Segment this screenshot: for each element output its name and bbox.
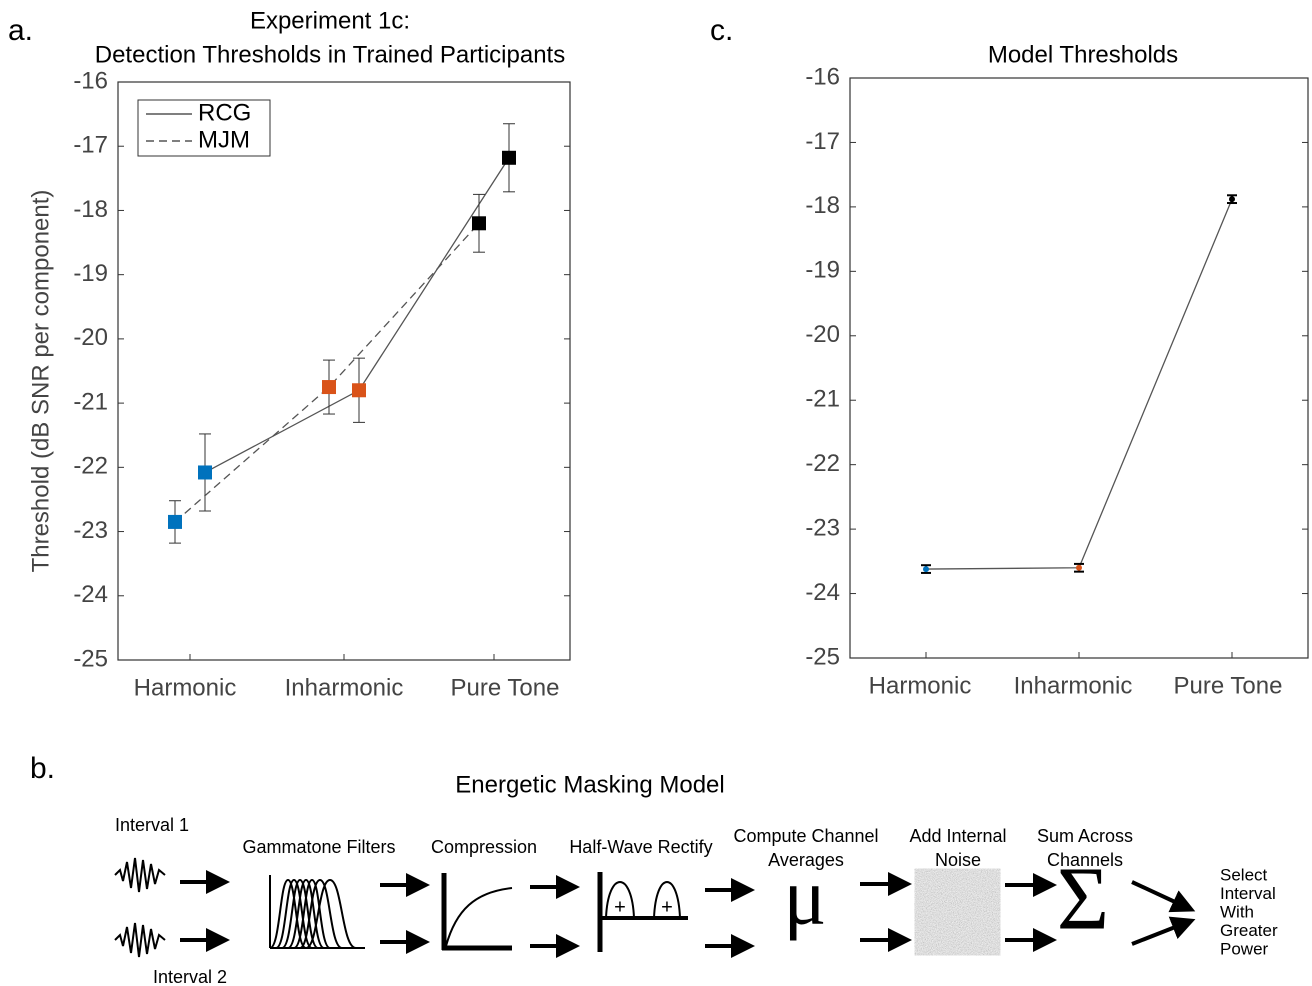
stage-label: Gammatone Filters bbox=[242, 837, 395, 857]
y-tick-label: -23 bbox=[73, 517, 108, 544]
marker bbox=[198, 465, 212, 480]
chart-title: Detection Thresholds in Trained Particip… bbox=[95, 41, 565, 68]
y-tick-label: -17 bbox=[805, 128, 840, 155]
y-tick-label: -22 bbox=[805, 450, 840, 477]
y-tick-label: -21 bbox=[73, 388, 108, 415]
marker bbox=[352, 383, 366, 398]
arrows bbox=[180, 870, 1196, 958]
stage-label: Add Internal bbox=[909, 826, 1006, 846]
stage-label: Averages bbox=[768, 850, 844, 870]
y-tick-label: -21 bbox=[805, 386, 840, 413]
input-label: Interval 1 bbox=[115, 815, 189, 835]
y-tick-label: -16 bbox=[73, 67, 108, 94]
marker bbox=[923, 566, 929, 573]
y-tick-label: -20 bbox=[805, 321, 840, 348]
stage-label: Channels bbox=[1047, 850, 1123, 870]
output-label: Greater bbox=[1220, 921, 1278, 940]
marker bbox=[1076, 564, 1082, 571]
panel-label: a. bbox=[8, 14, 33, 47]
y-tick-label: -17 bbox=[73, 132, 108, 159]
y-tick-label: -25 bbox=[73, 645, 108, 672]
output-label: Interval bbox=[1220, 884, 1276, 903]
y-tick-label: -18 bbox=[805, 192, 840, 219]
rectify-icon bbox=[597, 872, 688, 952]
stage-label: Sum Across bbox=[1037, 826, 1133, 846]
panel-label: c. bbox=[710, 14, 733, 47]
noise-icon bbox=[922, 876, 993, 948]
series-line bbox=[204, 157, 510, 474]
plus-sign: + bbox=[614, 896, 626, 918]
legend-label: MJM bbox=[198, 126, 250, 153]
waveform bbox=[114, 857, 166, 893]
x-tick-label: Harmonic bbox=[869, 672, 972, 699]
y-tick-label: -16 bbox=[805, 63, 840, 90]
marker bbox=[472, 216, 486, 231]
y-tick-label: -25 bbox=[805, 643, 840, 670]
marker bbox=[502, 150, 516, 165]
y-tick-label: -18 bbox=[73, 196, 108, 223]
compression-icon bbox=[441, 873, 513, 951]
gammatone-icon bbox=[269, 875, 365, 949]
x-tick-label: Inharmonic bbox=[1014, 672, 1133, 699]
sigma-symbol: Σ bbox=[1057, 850, 1109, 949]
y-tick-label: -24 bbox=[805, 579, 840, 606]
diagram-title: Energetic Masking Model bbox=[455, 771, 724, 798]
x-tick-label: Pure Tone bbox=[1174, 672, 1283, 699]
waveform bbox=[114, 922, 166, 958]
y-tick-label: -24 bbox=[73, 581, 108, 608]
y-tick-label: -19 bbox=[73, 260, 108, 287]
input-label: Interval 2 bbox=[153, 967, 227, 986]
y-tick-label: -22 bbox=[73, 453, 108, 480]
output-label: With bbox=[1220, 902, 1254, 921]
chart-title: Experiment 1c: bbox=[250, 7, 410, 34]
y-tick-label: -19 bbox=[805, 257, 840, 284]
legend-label: RCG bbox=[198, 99, 251, 126]
stage-label: Noise bbox=[935, 850, 981, 870]
plus-sign: + bbox=[661, 896, 673, 918]
output-label: Select bbox=[1220, 865, 1268, 884]
stage-label: Compute Channel bbox=[733, 826, 878, 846]
x-tick-label: Pure Tone bbox=[451, 674, 560, 701]
y-axis-label: Threshold (dB SNR per component) bbox=[27, 190, 54, 573]
y-tick-label: -23 bbox=[805, 514, 840, 541]
marker bbox=[1229, 196, 1235, 203]
y-tick-label: -20 bbox=[73, 324, 108, 351]
diagram: Energetic Masking Model Interval 1 Inter… bbox=[114, 771, 1196, 986]
chart-title: Model Thresholds bbox=[988, 41, 1178, 68]
output-label: Power bbox=[1220, 939, 1269, 958]
mu-symbol: μ bbox=[784, 853, 827, 941]
x-tick-label: Harmonic bbox=[134, 674, 237, 701]
x-tick-label: Inharmonic bbox=[285, 674, 404, 701]
stage-label: Compression bbox=[431, 837, 537, 857]
marker bbox=[322, 380, 336, 395]
panel-label: b. bbox=[30, 752, 55, 785]
legend-box bbox=[137, 99, 271, 157]
series-line bbox=[174, 222, 480, 523]
marker bbox=[168, 514, 182, 529]
series-line bbox=[925, 198, 1233, 570]
stage-label: Half-Wave Rectify bbox=[569, 837, 712, 857]
